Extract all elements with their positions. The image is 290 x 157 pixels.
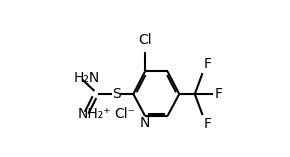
Text: F: F <box>203 57 211 71</box>
Text: S: S <box>112 87 121 101</box>
Text: N: N <box>140 116 150 130</box>
Text: Cl⁻: Cl⁻ <box>114 107 135 121</box>
Text: F: F <box>214 87 222 101</box>
Text: NH₂⁺: NH₂⁺ <box>77 107 111 121</box>
Text: H₂N: H₂N <box>73 71 100 85</box>
Text: Cl: Cl <box>138 33 152 47</box>
Text: F: F <box>203 117 211 131</box>
